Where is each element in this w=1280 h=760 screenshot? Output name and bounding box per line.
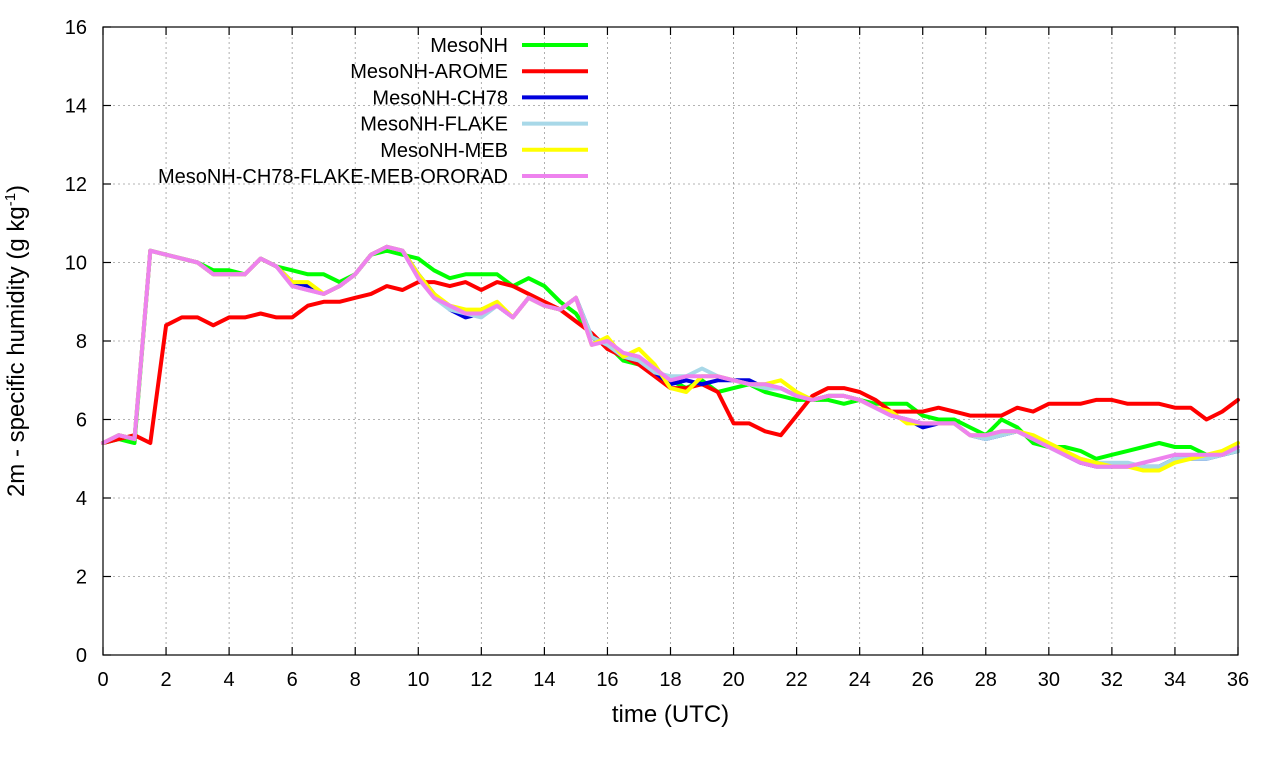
y-axis-label: 2m - specific humidity (g kg-1) — [2, 185, 30, 497]
y-axis-label-main: 2m - specific humidity (g kg — [3, 206, 30, 497]
y-tick-label: 2 — [76, 567, 87, 589]
legend-label: MesoNH-FLAKE — [360, 114, 508, 136]
y-tick-label: 12 — [65, 174, 87, 196]
x-tick-label: 12 — [470, 669, 492, 691]
x-tick-label: 14 — [533, 669, 555, 691]
legend-label: MesoNH — [430, 35, 508, 57]
x-tick-labels: 0 2 4 6 8 10 12 14 16 18 20 22 24 26 28 30 32 34 36 — [97, 669, 1249, 691]
x-axis-label: time (UTC) — [612, 701, 729, 728]
y-tick-label: 16 — [65, 17, 87, 39]
x-tick-label: 26 — [912, 669, 934, 691]
x-tick-label: 30 — [1038, 669, 1060, 691]
legend-label: MesoNH-CH78-FLAKE-MEB-ORORAD — [158, 166, 508, 188]
grid — [103, 27, 1238, 655]
series-line — [101, 244, 1240, 473]
x-tick-label: 2 — [160, 669, 171, 691]
y-tick-label: 10 — [65, 253, 87, 275]
legend-label: MesoNH-AROME — [350, 61, 508, 83]
y-axis-label-close: ) — [3, 185, 30, 193]
legend-label: MesoNH-MEB — [380, 140, 508, 162]
x-tick-label: 0 — [97, 669, 108, 691]
x-tick-label: 32 — [1101, 669, 1123, 691]
x-tick-label: 24 — [849, 669, 871, 691]
y-tick-label: 14 — [65, 96, 87, 118]
y-tick-label: 4 — [76, 488, 87, 510]
plot-series — [101, 244, 1240, 473]
x-tick-label: 4 — [224, 669, 235, 691]
x-tick-label: 8 — [350, 669, 361, 691]
x-tick-label: 16 — [596, 669, 618, 691]
y-tick-label: 8 — [76, 331, 87, 353]
tick-marks — [102, 26, 1239, 656]
y-tick-labels: 0 2 4 6 8 10 12 14 16 — [65, 17, 87, 667]
x-tick-label: 28 — [975, 669, 997, 691]
series-line — [101, 244, 1240, 469]
legend-label: MesoNH-CH78 — [372, 87, 508, 109]
x-tick-label: 20 — [722, 669, 744, 691]
y-tick-label: 0 — [76, 645, 87, 667]
x-tick-label: 34 — [1164, 669, 1186, 691]
x-tick-label: 10 — [407, 669, 429, 691]
legend: MesoNH MesoNH-AROME MesoNH-CH78 MesoNH-FLAK… — [158, 35, 588, 188]
x-tick-label: 22 — [785, 669, 807, 691]
x-tick-label: 18 — [659, 669, 681, 691]
x-tick-label: 6 — [287, 669, 298, 691]
y-tick-label: 6 — [76, 410, 87, 432]
y-axis-label-exponent: -1 — [2, 193, 19, 206]
x-tick-label: 36 — [1227, 669, 1249, 691]
